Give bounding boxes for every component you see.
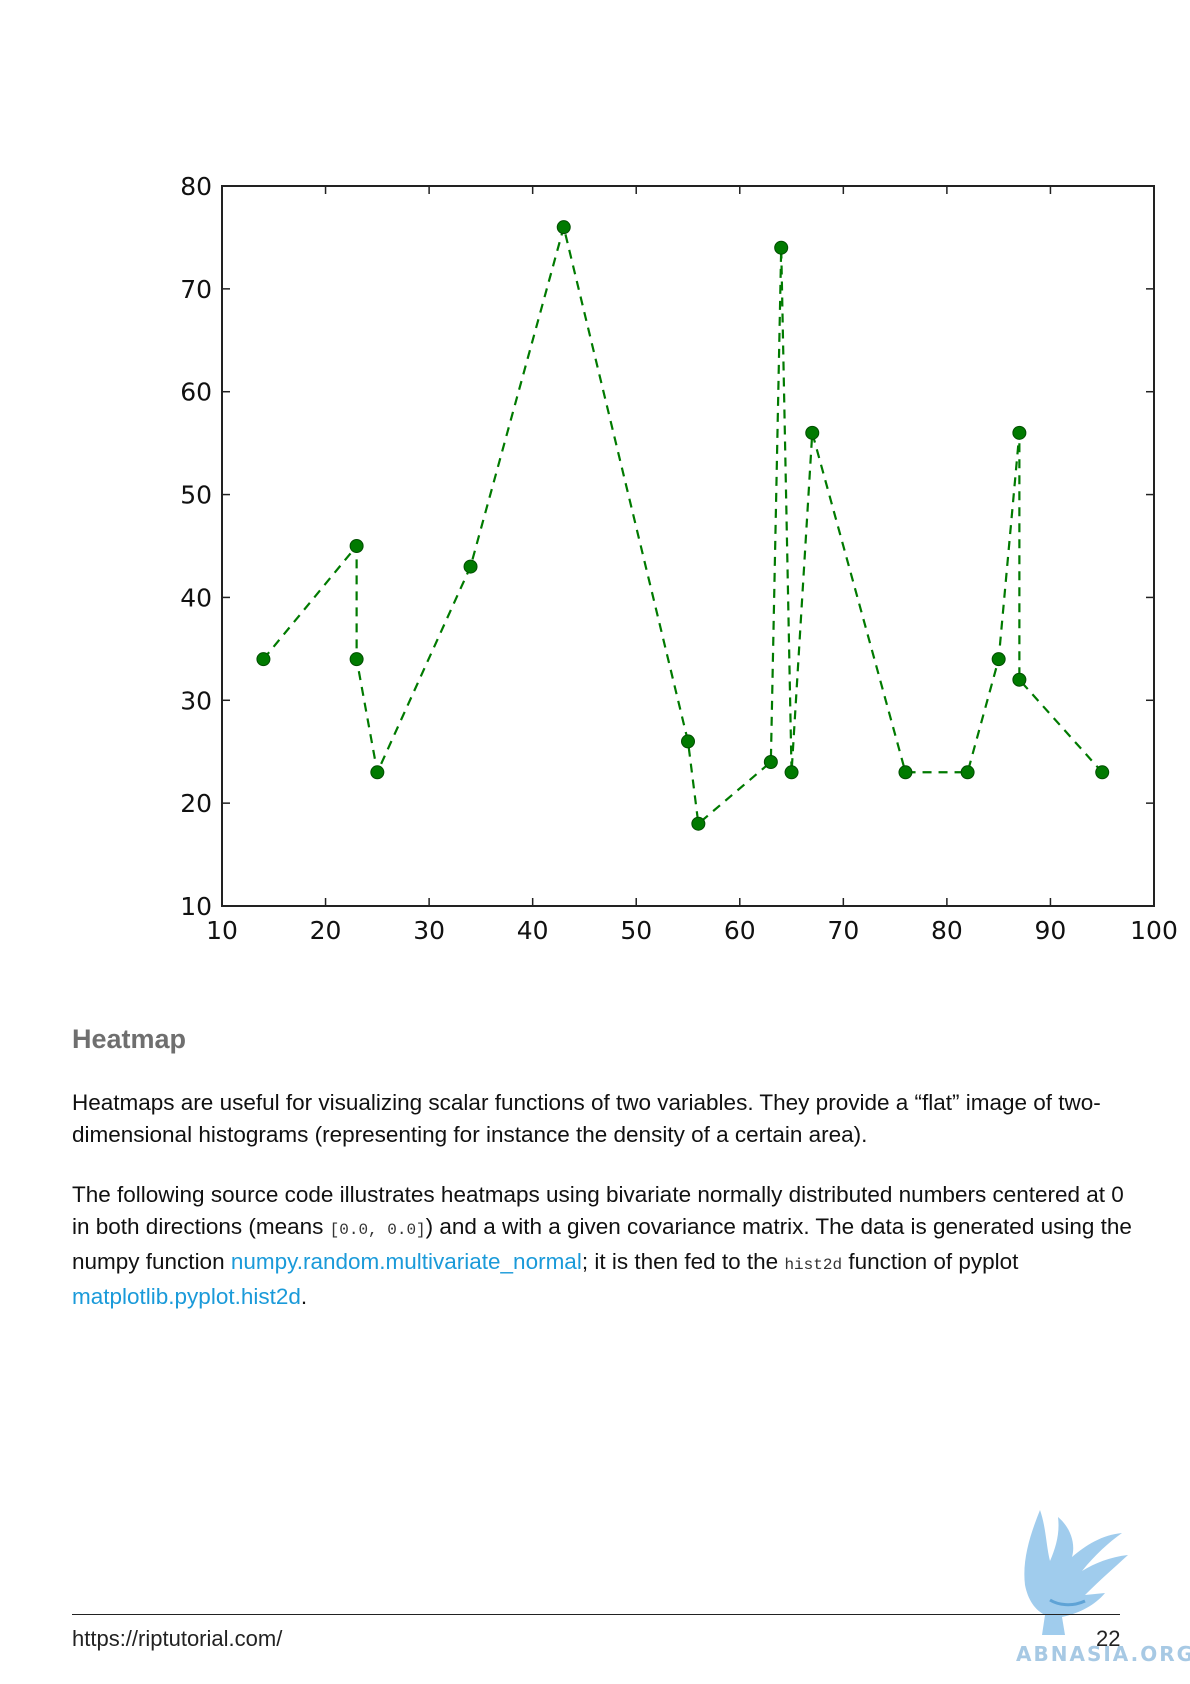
footer-divider (72, 1614, 1120, 1615)
data-point (256, 652, 271, 667)
watermark-text: ABNASIA.ORG (1016, 1642, 1190, 1666)
data-point (991, 652, 1006, 667)
data-point (763, 755, 778, 769)
paragraph-intro: Heatmaps are useful for visualizing scal… (72, 1090, 1101, 1147)
x-tick-label: 70 (827, 916, 859, 945)
data-point (349, 652, 364, 667)
y-tick-label: 50 (180, 481, 212, 510)
x-tick-label: 30 (413, 916, 445, 945)
link-pyplot-hist2d[interactable]: matplotlib.pyplot.hist2d (72, 1284, 301, 1309)
data-point (370, 765, 385, 780)
x-tick-label: 40 (517, 916, 549, 945)
data-point (349, 539, 364, 553)
y-tick-label: 30 (180, 686, 212, 715)
paragraph-text: ) and a with a given covariance matrix. … (72, 1214, 1132, 1274)
inline-code-means: [0.0, 0.0] (329, 1221, 426, 1239)
data-point (463, 559, 478, 574)
footer-url: https://riptutorial.com/ (72, 1626, 283, 1651)
data-point (1012, 425, 1027, 440)
link-multivariate-normal[interactable]: numpy.random.multivariate_normal (230, 1249, 582, 1274)
x-tick-label: 60 (724, 916, 756, 945)
paragraph-text: . (300, 1284, 308, 1309)
data-point (691, 816, 706, 831)
data-point (898, 765, 913, 780)
data-point (805, 425, 820, 440)
x-tick-label: 100 (1130, 916, 1178, 945)
data-point (1012, 672, 1027, 687)
data-point (681, 734, 695, 749)
section-heading: Heatmap (72, 1024, 187, 1054)
series-line (262, 226, 1104, 826)
data-point (1095, 765, 1110, 780)
y-tick-label: 20 (180, 789, 212, 818)
paragraph-text: The following source code illustrates he… (72, 1182, 1124, 1239)
data-point (774, 240, 789, 255)
y-tick-label: 80 (180, 172, 212, 201)
x-tick-label: 50 (620, 916, 652, 945)
data-point (784, 765, 799, 780)
y-tick-label: 40 (180, 583, 212, 612)
line-chart: 10 20 30 40 50 60 70 80 90 100 10 20 30 40 50 60 70 80 (180, 172, 1178, 945)
x-tick-label: 80 (931, 916, 963, 945)
y-tick-label: 60 (180, 378, 212, 407)
inline-code-hist2d: hist2d (784, 1256, 843, 1274)
y-tick-label: 10 (180, 892, 212, 921)
x-tick-label: 10 (206, 916, 238, 945)
paragraph-text: function of pyplot (842, 1249, 1019, 1274)
y-tick-label: 70 (180, 275, 212, 304)
page-number: 22 (1096, 1626, 1121, 1651)
x-tick-label: 90 (1035, 916, 1067, 945)
data-point (960, 765, 975, 780)
plot-frame (221, 185, 1155, 907)
paragraph-source-description: The following source code illustrates he… (72, 1179, 1132, 1313)
x-tick-label: 20 (310, 916, 342, 945)
data-point (556, 220, 571, 235)
paragraph-text: ; it is then fed to the (581, 1249, 785, 1274)
griffin-logo-icon (1024, 1510, 1128, 1635)
